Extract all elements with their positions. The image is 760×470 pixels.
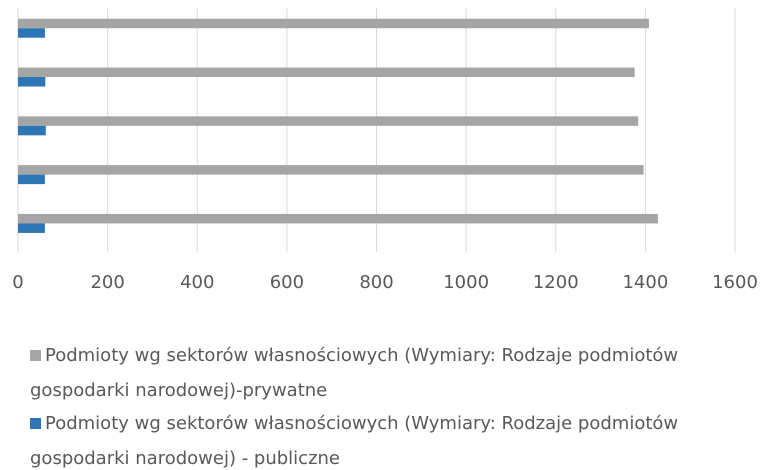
x-tick-label: 800 <box>359 272 393 293</box>
x-tick-label: 1400 <box>622 272 668 293</box>
x-tick-label: 1000 <box>443 272 489 293</box>
bar <box>18 18 649 29</box>
bar <box>18 213 658 224</box>
legend-swatch <box>30 418 41 429</box>
chart: 0 200 400 600 800 1000 1200 1400 1600 <box>12 8 758 293</box>
x-tick-label: 400 <box>180 272 214 293</box>
bar <box>18 125 46 136</box>
bar <box>18 77 46 87</box>
bar <box>18 165 644 175</box>
x-tick-label: 600 <box>270 272 304 293</box>
x-tick-label: 1600 <box>712 272 758 293</box>
x-tick-label: 0 <box>12 272 23 293</box>
x-tick-label: 1200 <box>533 272 579 293</box>
bar <box>18 28 45 38</box>
legend-label: Podmioty wg sektorów własnościowych (Wym… <box>30 413 679 469</box>
bar <box>18 223 45 233</box>
bar <box>18 116 639 126</box>
bar <box>18 67 635 78</box>
legend-swatch <box>30 350 41 361</box>
legend-label: Podmioty wg sektorów własnościowych (Wym… <box>30 345 679 401</box>
legend-item: Podmioty wg sektorów własnościowych (Wym… <box>30 338 750 408</box>
legend-item: Podmioty wg sektorów własnościowych (Wym… <box>30 406 750 470</box>
bar <box>18 174 45 185</box>
x-tick-label: 200 <box>90 272 124 293</box>
